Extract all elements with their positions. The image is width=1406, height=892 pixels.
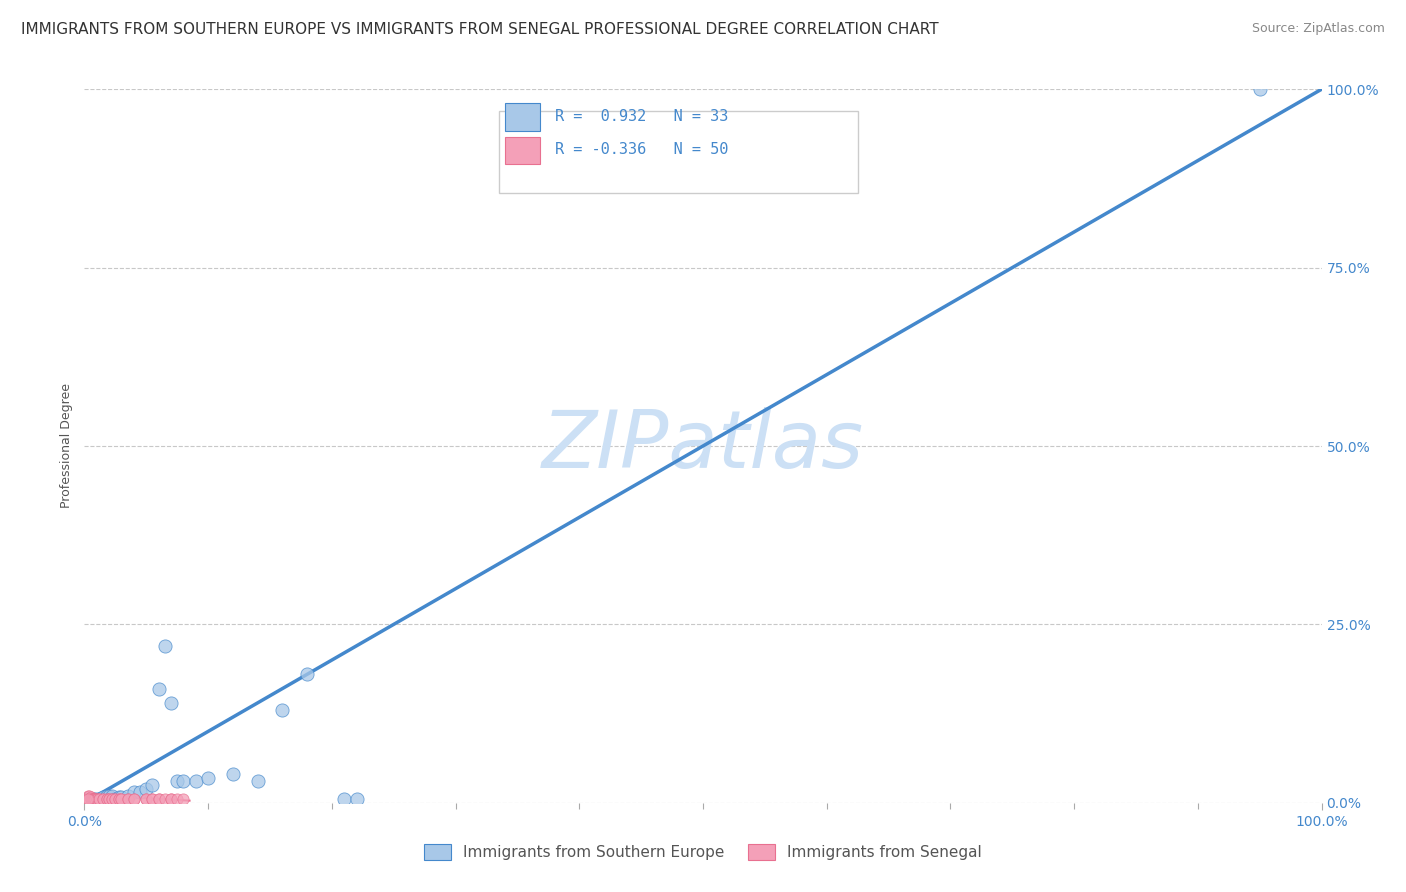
Point (346, 792, 368, 806)
Point (83, 792, 105, 806)
Point (1249, 82, 1271, 96)
Point (184, 774, 207, 789)
Text: R =  0.932   N = 33: R = 0.932 N = 33 (554, 109, 728, 124)
Point (160, 792, 183, 806)
Bar (505, 103, 540, 130)
Point (98, 792, 121, 806)
Point (148, 792, 170, 806)
Point (79, 789, 101, 803)
Point (84, 792, 107, 806)
Point (172, 792, 194, 806)
Point (117, 792, 139, 806)
Point (135, 792, 157, 806)
Point (91, 792, 114, 806)
Point (100, 789, 122, 803)
Point (110, 790, 132, 805)
FancyBboxPatch shape (499, 111, 858, 193)
Point (295, 667, 318, 681)
Point (122, 785, 145, 799)
Point (108, 792, 131, 806)
Point (104, 792, 127, 806)
Point (122, 792, 145, 806)
Point (110, 792, 132, 806)
Point (98, 789, 121, 803)
Point (83, 792, 105, 806)
Point (83, 792, 105, 806)
Text: Source: ZipAtlas.com: Source: ZipAtlas.com (1251, 22, 1385, 36)
Point (96, 792, 118, 806)
Point (246, 774, 269, 789)
Point (77, 792, 100, 806)
Point (77, 792, 100, 806)
Point (172, 774, 194, 789)
Point (96, 789, 118, 803)
Text: ZIPatlas: ZIPatlas (541, 407, 865, 485)
Point (82, 792, 104, 806)
Point (86, 792, 108, 806)
Point (153, 639, 176, 653)
Point (110, 792, 132, 806)
Y-axis label: Professional Degree: Professional Degree (59, 384, 73, 508)
Point (80, 792, 103, 806)
Point (141, 778, 163, 792)
Point (91, 792, 114, 806)
Point (160, 792, 183, 806)
Point (148, 681, 170, 696)
Point (79, 792, 101, 806)
Legend: Immigrants from Southern Europe, Immigrants from Senegal: Immigrants from Southern Europe, Immigra… (418, 838, 988, 866)
Point (82, 792, 104, 806)
Point (135, 781, 157, 796)
Point (141, 792, 163, 806)
Point (100, 792, 122, 806)
Point (96, 792, 118, 806)
Point (79, 792, 101, 806)
Text: R = -0.336   N = 50: R = -0.336 N = 50 (554, 143, 728, 157)
Point (86, 792, 108, 806)
Point (89, 792, 111, 806)
Point (82, 792, 104, 806)
Point (80, 792, 103, 806)
Point (89, 792, 111, 806)
Point (160, 696, 183, 710)
Point (153, 792, 176, 806)
Point (79, 792, 101, 806)
Point (141, 792, 163, 806)
Point (108, 790, 131, 805)
Point (98, 792, 121, 806)
Point (135, 792, 157, 806)
Point (86, 792, 108, 806)
Point (197, 771, 219, 785)
Bar (505, 137, 540, 164)
Text: IMMIGRANTS FROM SOUTHERN EUROPE VS IMMIGRANTS FROM SENEGAL PROFESSIONAL DEGREE C: IMMIGRANTS FROM SOUTHERN EUROPE VS IMMIG… (21, 22, 939, 37)
Point (148, 792, 170, 806)
Point (166, 774, 188, 789)
Point (122, 792, 145, 806)
Point (79, 790, 101, 805)
Point (100, 792, 122, 806)
Point (117, 789, 139, 803)
Point (271, 703, 294, 717)
Point (77, 792, 100, 806)
Point (104, 792, 127, 806)
Point (129, 785, 152, 799)
Point (108, 792, 131, 806)
Point (166, 792, 188, 806)
Point (222, 767, 245, 781)
Point (76, 792, 98, 806)
Point (91, 790, 114, 805)
Point (104, 792, 127, 806)
Point (333, 792, 356, 806)
Point (79, 792, 101, 806)
Point (89, 792, 111, 806)
Point (79, 792, 101, 806)
Point (117, 792, 139, 806)
Point (77, 789, 100, 803)
Point (84, 792, 107, 806)
